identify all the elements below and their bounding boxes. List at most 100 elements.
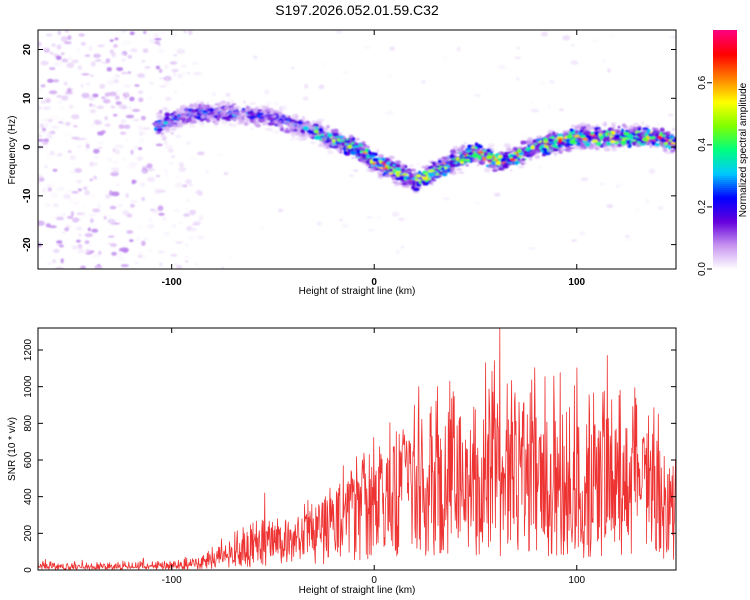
heatmap-cell xyxy=(126,230,134,234)
heatmap-cell xyxy=(206,101,209,105)
heatmap-cell xyxy=(610,143,616,149)
colorbar-segment xyxy=(713,257,737,260)
heatmap-cell xyxy=(526,147,532,151)
heatmap-cell xyxy=(343,140,351,143)
heatmap-cell xyxy=(134,84,140,87)
heatmap-cell xyxy=(253,55,258,60)
colorbar-segment xyxy=(713,225,737,228)
colorbar-segment xyxy=(713,195,737,198)
heatmap-cell xyxy=(554,148,559,152)
heatmap-cell xyxy=(184,206,189,212)
heatmap-cell xyxy=(157,43,161,47)
heatmap-cell xyxy=(102,99,111,104)
heatmap-cell xyxy=(250,127,254,131)
heatmap-cell xyxy=(474,94,482,98)
heatmap-cell xyxy=(174,241,184,244)
heatmap-cell xyxy=(281,116,286,120)
heatmap-cell xyxy=(184,109,189,112)
y-tick-label: 20 xyxy=(22,44,33,56)
heatmap-cell xyxy=(141,59,146,63)
heatmap-cell xyxy=(332,146,339,149)
colorbar-segment xyxy=(713,41,737,45)
heatmap-cell xyxy=(117,53,125,56)
heatmap-cell xyxy=(611,147,618,152)
heatmap-cell xyxy=(625,238,633,243)
heatmap-cell xyxy=(449,159,456,163)
heatmap-cell xyxy=(486,155,493,160)
colorbar-segment xyxy=(713,111,737,115)
heatmap-cell xyxy=(138,223,143,230)
heatmap-cell xyxy=(42,106,51,111)
heatmap-cell xyxy=(172,31,177,38)
heatmap-cell xyxy=(42,187,46,193)
heatmap-cell xyxy=(559,147,565,152)
heatmap-cell xyxy=(380,157,386,162)
heatmap-cell xyxy=(129,203,135,208)
heatmap-cell xyxy=(38,50,41,53)
colorbar-segment xyxy=(713,169,737,173)
heatmap-cell xyxy=(318,127,324,132)
heatmap-cell xyxy=(89,193,97,199)
heatmap-cell xyxy=(343,150,348,155)
heatmap-cell xyxy=(84,190,90,196)
heatmap-cell xyxy=(509,169,513,172)
heatmap-cell xyxy=(283,130,291,133)
heatmap-cell xyxy=(57,100,63,104)
heatmap-cell xyxy=(595,142,602,146)
heatmap-cell xyxy=(287,122,290,126)
colorbar-segment xyxy=(713,155,737,159)
heatmap-cell xyxy=(617,182,624,187)
heatmap-cell xyxy=(550,146,555,150)
heatmap-cell xyxy=(565,138,571,143)
colorbar-segment xyxy=(713,147,737,151)
heatmap-cell xyxy=(101,96,106,100)
heatmap-cell xyxy=(93,148,100,154)
heatmap-cell xyxy=(492,169,498,173)
heatmap-cell xyxy=(573,126,578,130)
heatmap-cell xyxy=(163,231,170,237)
heatmap-cell xyxy=(248,102,257,105)
heatmap-cell xyxy=(298,133,303,137)
heatmap-cell xyxy=(90,218,94,224)
heatmap-cell xyxy=(458,145,462,150)
heatmap-cell xyxy=(427,178,432,181)
heatmap-cell xyxy=(359,158,363,162)
heatmap-cell xyxy=(289,137,296,142)
heatmap-cell xyxy=(55,61,63,66)
colorbar-segment xyxy=(713,171,737,174)
heatmap-cell xyxy=(357,144,364,147)
heatmap-cell xyxy=(249,119,254,123)
y-tick-label: -10 xyxy=(22,188,33,203)
heatmap-cell xyxy=(111,167,120,172)
heatmap-cell xyxy=(162,121,169,125)
heatmap-cell xyxy=(631,141,638,145)
heatmap-cell xyxy=(51,125,60,130)
colorbar-segment xyxy=(713,139,737,143)
heatmap-cell xyxy=(66,88,72,93)
heatmap-cell xyxy=(75,239,81,243)
colorbar-segment xyxy=(713,135,737,139)
colorbar-segment xyxy=(713,75,737,79)
heatmap-cell xyxy=(149,81,154,86)
colorbar-segment xyxy=(713,129,737,133)
heatmap-cell xyxy=(654,122,662,126)
heatmap-cell xyxy=(645,198,650,204)
heatmap-cell xyxy=(487,143,495,148)
heatmap-cell xyxy=(497,65,506,70)
heatmap-cell xyxy=(348,134,353,139)
colorbar-segment xyxy=(713,37,737,41)
heatmap-cell xyxy=(193,104,199,109)
y-tick-label: 800 xyxy=(23,415,34,432)
heatmap-cell xyxy=(184,112,189,116)
colorbar-segment xyxy=(713,161,737,165)
colorbar-segment xyxy=(713,45,737,49)
heatmap-cell xyxy=(170,253,178,257)
heatmap-cell xyxy=(168,162,174,165)
heatmap-cell xyxy=(432,162,436,166)
heatmap-cell xyxy=(464,156,471,160)
heatmap-cell xyxy=(598,182,606,186)
heatmap-cell xyxy=(76,179,83,184)
colorbar-segment xyxy=(713,101,737,105)
heatmap-cell xyxy=(186,141,192,145)
heatmap-cell xyxy=(216,116,220,121)
